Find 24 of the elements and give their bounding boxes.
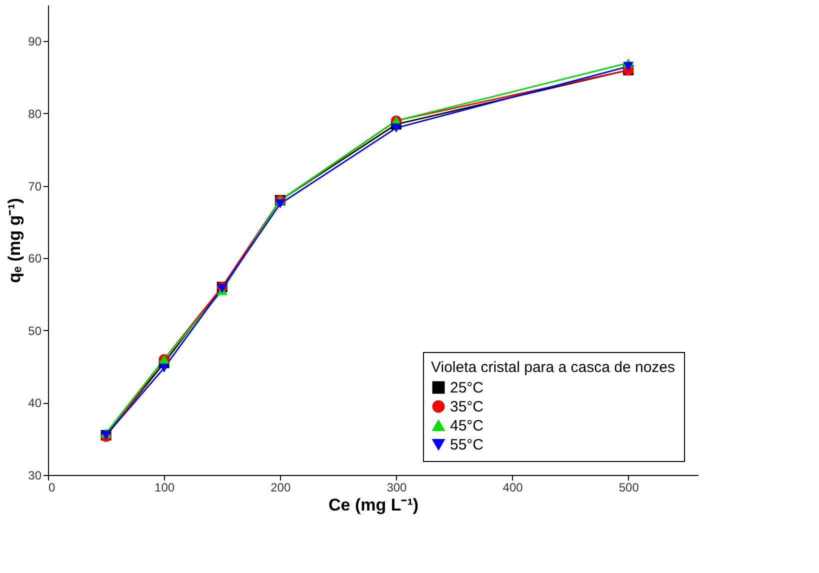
x-tick-label: 300 xyxy=(386,480,408,494)
y-tick-label: 90 xyxy=(28,34,42,49)
x-tick-label: 200 xyxy=(270,480,291,494)
y-tick-label: 50 xyxy=(28,324,42,338)
x-tick-label: 500 xyxy=(618,480,640,494)
legend-label: 25°C xyxy=(450,380,484,396)
y-tick-label: 30 xyxy=(28,468,42,482)
y-tick-label: 40 xyxy=(28,396,42,410)
legend-title: Violeta cristal para a casca de nozes xyxy=(431,359,676,376)
x-tick-label: 400 xyxy=(502,480,524,494)
point xyxy=(623,62,634,72)
point xyxy=(158,363,170,373)
legend-label: 35°C xyxy=(450,398,484,416)
y-axis-title: qₑ (mg g⁻¹) xyxy=(5,198,24,284)
x-tick-label: 100 xyxy=(154,480,175,494)
x-axis-title: Ce (mg L⁻¹) xyxy=(328,496,419,514)
point xyxy=(274,199,286,208)
y-tick-label: 60 xyxy=(28,252,42,266)
point xyxy=(390,123,402,132)
y-tick-label: 70 xyxy=(28,179,42,194)
legend-label: 55°C xyxy=(450,436,484,454)
legend-label: 45°C xyxy=(450,418,484,434)
x-tick-label: 0 xyxy=(48,480,56,494)
y-tick-label: 80 xyxy=(28,106,42,121)
